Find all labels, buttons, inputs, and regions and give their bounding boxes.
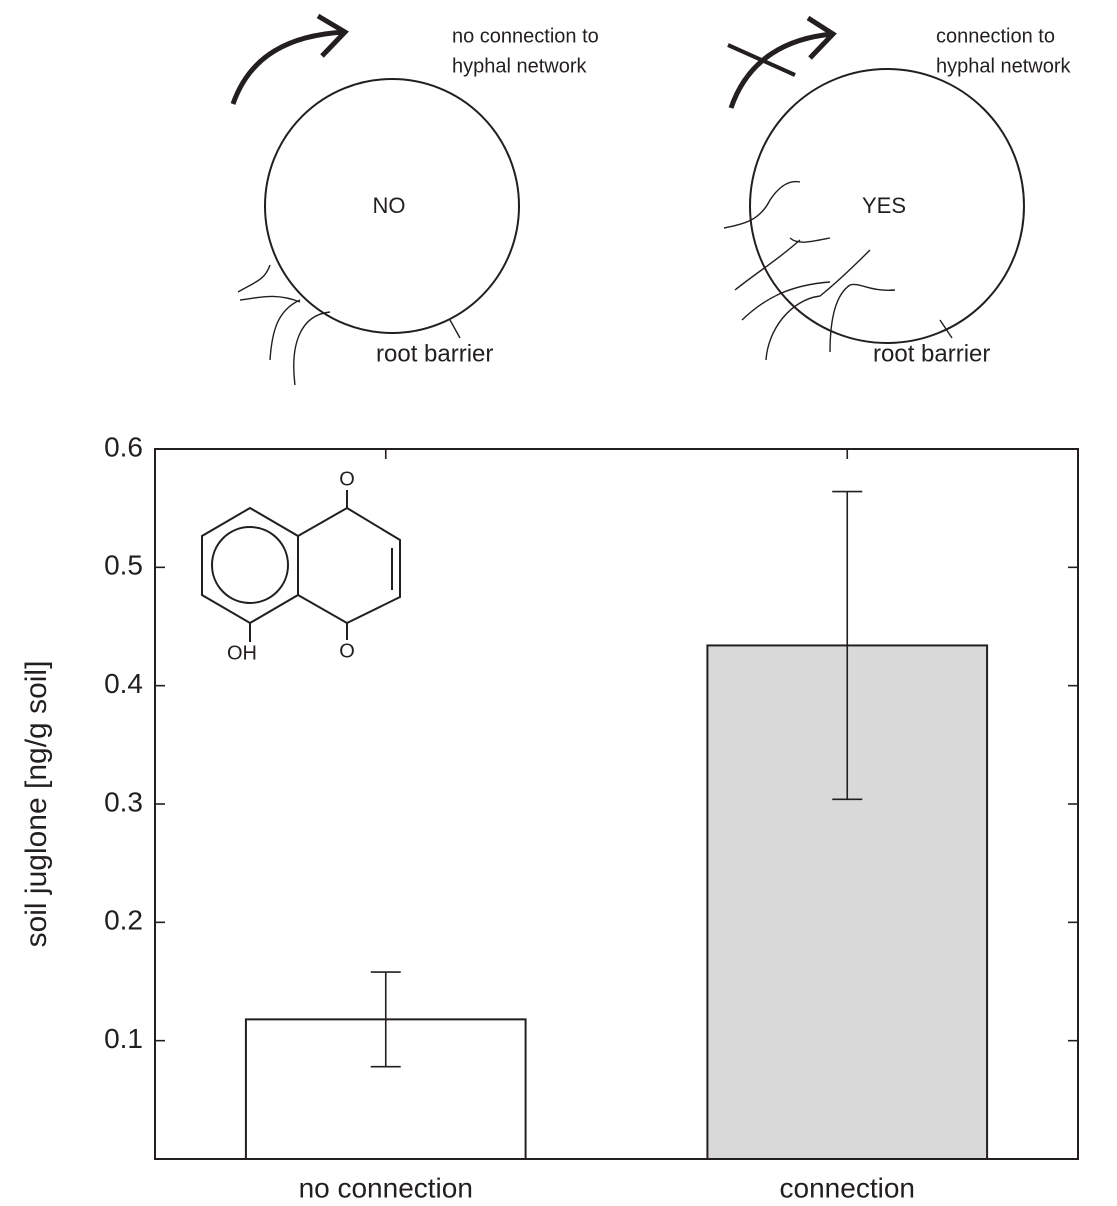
diagram: no connection to hyphal network NO root … (230, 13, 1072, 386)
pot-circle (749, 68, 1025, 344)
annotation: NO (373, 193, 406, 218)
hyphae (237, 264, 461, 386)
y-tick-label: 0.6 (104, 431, 143, 462)
rotation-arrow (230, 29, 346, 105)
atom-label: O (339, 640, 355, 662)
annotation: root barrier (376, 340, 493, 367)
rotation-arrow (728, 31, 834, 109)
annotation: connection to (936, 25, 1055, 47)
annotation: hyphal network (936, 55, 1072, 77)
y-axis-label: soil juglone [ng/g soil] (20, 661, 53, 948)
arrow-head (806, 15, 837, 60)
annotation: hyphal network (452, 55, 588, 77)
atom-label: O (339, 468, 355, 490)
atom-label: OH (227, 642, 257, 664)
molecule-bonds (201, 490, 401, 642)
hyphae (723, 180, 953, 361)
y-tick-label: 0.4 (104, 668, 143, 699)
y-tick-label: 0.2 (104, 905, 143, 936)
annotation: no connection to (452, 25, 599, 47)
y-tick-label: 0.5 (104, 550, 143, 581)
annotation: root barrier (873, 340, 990, 367)
y-tick-label: 0.1 (104, 1023, 143, 1054)
arrow-head (316, 13, 349, 58)
plot-frame (154, 448, 1079, 1160)
annotation: YES (862, 193, 906, 218)
aromatic-ring (211, 526, 289, 604)
pot-circle (264, 78, 520, 334)
cross (727, 43, 796, 77)
y-tick-label: 0.3 (104, 786, 143, 817)
x-tick-label: no connection (299, 1172, 473, 1203)
molecule: O O OH (201, 468, 401, 664)
x-tick-label: connection (780, 1172, 915, 1203)
